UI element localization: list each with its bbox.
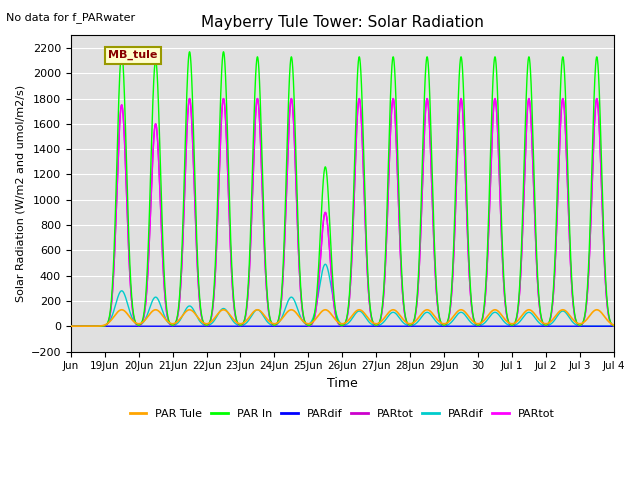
- Title: Mayberry Tule Tower: Solar Radiation: Mayberry Tule Tower: Solar Radiation: [201, 15, 484, 30]
- Legend: PAR Tule, PAR In, PARdif, PARtot, PARdif, PARtot: PAR Tule, PAR In, PARdif, PARtot, PARdif…: [125, 405, 559, 423]
- Y-axis label: Solar Radiation (W/m2 and umol/m2/s): Solar Radiation (W/m2 and umol/m2/s): [15, 85, 25, 302]
- X-axis label: Time: Time: [327, 377, 358, 390]
- Text: No data for f_PARwater: No data for f_PARwater: [6, 12, 136, 23]
- Text: MB_tule: MB_tule: [108, 50, 157, 60]
